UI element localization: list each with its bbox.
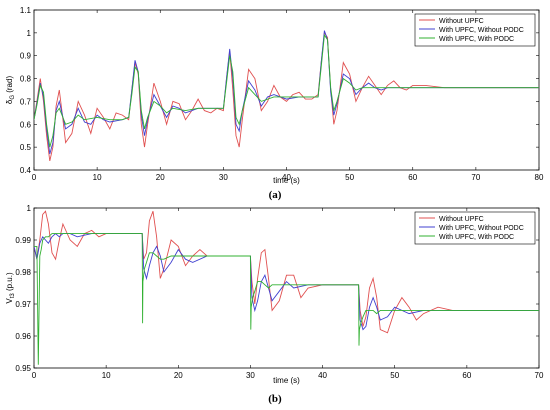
y-tick-label: 1.1 bbox=[20, 6, 32, 15]
x-tick-label: 40 bbox=[318, 371, 327, 380]
x-tick-label: 30 bbox=[219, 173, 228, 182]
series-line-3 bbox=[34, 33, 539, 148]
x-tick-label: 70 bbox=[471, 173, 480, 182]
y-tick-label: 0.6 bbox=[20, 120, 32, 129]
series-group bbox=[34, 210, 539, 365]
panel-label: (a) bbox=[269, 189, 282, 201]
x-tick-label: 20 bbox=[156, 173, 165, 182]
series-group bbox=[34, 30, 539, 161]
x-tick-label: 10 bbox=[102, 371, 111, 380]
x-tick-label: 30 bbox=[246, 371, 255, 380]
y-tick-label: 0.4 bbox=[20, 166, 32, 175]
legend-label: With UPFC, Without PODC bbox=[439, 225, 524, 232]
panel-label: (b) bbox=[268, 393, 282, 405]
y-axis-label: Vt3 (p.u.) bbox=[5, 272, 16, 304]
x-tick-label: 50 bbox=[345, 173, 354, 182]
legend-label: Without UPFC bbox=[439, 216, 484, 223]
y-tick-label: 0.96 bbox=[15, 332, 31, 341]
legend: Without UPFC With UPFC, Without PODC With … bbox=[414, 13, 536, 47]
legend-label: With UPFC, With PODC bbox=[439, 36, 514, 43]
x-tick-label: 70 bbox=[535, 371, 544, 380]
x-tick-label: 10 bbox=[93, 173, 102, 182]
legend-label: With UPFC, With PODC bbox=[439, 234, 514, 241]
y-tick-label: 0.97 bbox=[15, 300, 31, 309]
legend-label: Without UPFC bbox=[439, 18, 484, 25]
y-tick-label: 0.5 bbox=[20, 143, 32, 152]
legend-box bbox=[414, 13, 536, 47]
x-tick-label: 80 bbox=[535, 173, 544, 182]
x-tick-label: 40 bbox=[282, 173, 291, 182]
chart-a: 0 10 20 30 40 50 60 70 80 0.4 0.5 0.6 0.7 0.8 0.9 1 1.1 W… bbox=[5, 6, 544, 201]
series-line-3 bbox=[34, 233, 539, 365]
x-tick-label: 50 bbox=[390, 371, 399, 380]
y-tick-label: 0.99 bbox=[15, 236, 31, 245]
x-tick-label: 0 bbox=[32, 173, 37, 182]
x-axis-label: time (s) bbox=[273, 176, 300, 185]
y-tick-label: 1 bbox=[27, 29, 32, 38]
y-tick-label: 0.95 bbox=[15, 364, 31, 373]
legend-box bbox=[414, 211, 536, 245]
y-axis-label: δG (rad) bbox=[5, 76, 16, 105]
x-axis-label: time (s) bbox=[273, 376, 300, 385]
y-tick-label: 0.8 bbox=[20, 75, 32, 84]
x-tick-label: 0 bbox=[32, 371, 37, 380]
x-tick-label: 60 bbox=[408, 173, 417, 182]
y-tick-label: 0.7 bbox=[20, 97, 32, 106]
y-tick-label: 0.98 bbox=[15, 268, 31, 277]
chart-b: 0 10 20 30 40 50 60 70 0.95 0.96 0.97 0.98 0.99 1 With… bbox=[5, 204, 544, 405]
y-tick-label: 0.9 bbox=[20, 52, 32, 61]
y-tick-label: 1 bbox=[27, 204, 32, 213]
x-tick-label: 20 bbox=[174, 371, 183, 380]
x-tick-label: 60 bbox=[462, 371, 471, 380]
legend-label: With UPFC, Without PODC bbox=[439, 27, 524, 34]
legend: Without UPFC With UPFC, Without PODC With … bbox=[414, 211, 536, 245]
